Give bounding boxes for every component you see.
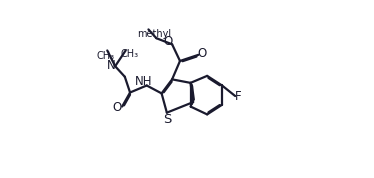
Text: O: O bbox=[163, 35, 172, 48]
Text: methyl: methyl bbox=[138, 29, 172, 39]
Text: O: O bbox=[197, 47, 207, 60]
Text: S: S bbox=[163, 113, 172, 126]
Text: O: O bbox=[113, 101, 122, 114]
Text: CH₃: CH₃ bbox=[96, 51, 114, 61]
Text: CH₃: CH₃ bbox=[121, 49, 139, 59]
Text: NH: NH bbox=[135, 75, 152, 88]
Text: N: N bbox=[107, 59, 116, 72]
Text: F: F bbox=[235, 90, 242, 103]
